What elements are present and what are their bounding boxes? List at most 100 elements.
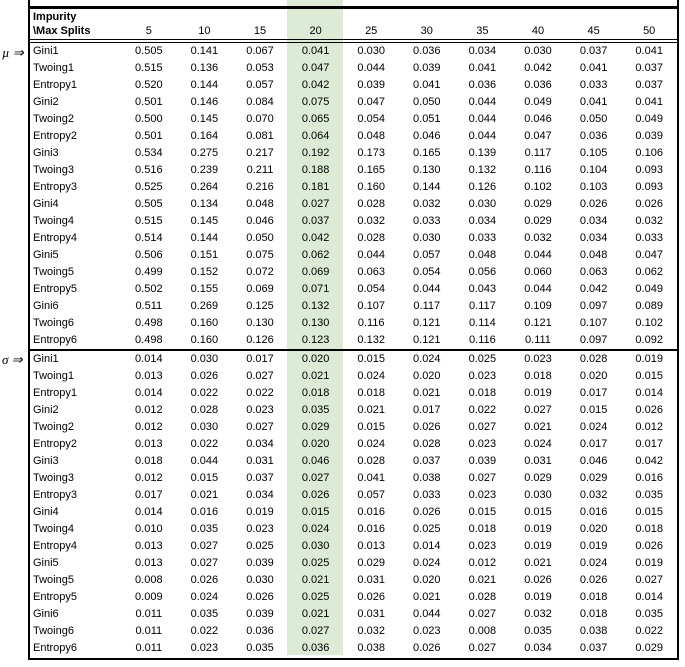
value-cell[interactable]: 0.019 <box>635 353 663 365</box>
value-cell[interactable]: 0.014 <box>413 540 441 552</box>
value-cell[interactable]: 0.027 <box>301 625 330 637</box>
value-cell[interactable]: 0.039 <box>635 130 663 142</box>
row-label[interactable]: Gini1 <box>33 353 59 365</box>
value-cell[interactable]: 0.152 <box>190 266 219 278</box>
value-cell[interactable]: 0.031 <box>246 455 274 467</box>
row-label[interactable]: Entropy1 <box>33 79 78 91</box>
value-cell[interactable]: 0.132 <box>468 164 497 176</box>
value-cell[interactable]: 0.018 <box>468 387 497 399</box>
value-cell[interactable]: 0.011 <box>135 608 163 620</box>
value-cell[interactable]: 0.144 <box>413 181 441 193</box>
value-cell[interactable]: 0.121 <box>413 334 441 346</box>
value-cell[interactable]: 0.033 <box>413 489 441 501</box>
value-cell[interactable]: 0.018 <box>579 608 608 620</box>
value-cell[interactable]: 0.067 <box>246 45 274 57</box>
value-cell[interactable]: 0.516 <box>135 164 163 176</box>
value-cell[interactable]: 0.037 <box>579 642 608 654</box>
value-cell[interactable]: 0.034 <box>524 642 552 654</box>
value-cell[interactable]: 0.092 <box>635 334 663 346</box>
value-cell[interactable]: 0.050 <box>413 96 441 108</box>
value-cell[interactable]: 0.275 <box>190 147 219 159</box>
value-cell[interactable]: 0.160 <box>190 334 219 346</box>
row-label[interactable]: Entropy4 <box>33 232 78 244</box>
value-cell[interactable]: 0.015 <box>301 506 330 518</box>
value-cell[interactable]: 0.028 <box>357 198 385 210</box>
row-label[interactable]: Twoing3 <box>33 164 74 176</box>
value-cell[interactable]: 0.026 <box>635 404 663 416</box>
value-cell[interactable]: 0.038 <box>413 472 441 484</box>
value-cell[interactable]: 0.018 <box>635 523 663 535</box>
row-label[interactable]: Twoing1 <box>33 370 74 382</box>
value-cell[interactable]: 0.017 <box>579 387 608 399</box>
value-cell[interactable]: 0.031 <box>357 608 385 620</box>
value-cell[interactable]: 0.019 <box>579 540 608 552</box>
value-cell[interactable]: 0.019 <box>635 557 663 569</box>
value-cell[interactable]: 0.044 <box>524 283 552 295</box>
value-cell[interactable]: 0.269 <box>190 300 219 312</box>
value-cell[interactable]: 0.062 <box>301 249 330 261</box>
value-cell[interactable]: 0.181 <box>301 181 330 193</box>
value-cell[interactable]: 0.216 <box>246 181 274 193</box>
value-cell[interactable]: 0.023 <box>468 489 497 501</box>
value-cell[interactable]: 0.139 <box>468 147 497 159</box>
value-cell[interactable]: 0.042 <box>635 455 663 467</box>
row-label[interactable]: Gini4 <box>33 506 59 518</box>
value-cell[interactable]: 0.239 <box>190 164 219 176</box>
value-cell[interactable]: 0.037 <box>246 472 274 484</box>
value-cell[interactable]: 0.037 <box>635 79 663 91</box>
value-cell[interactable]: 0.023 <box>468 438 497 450</box>
value-cell[interactable]: 0.011 <box>135 625 163 637</box>
value-cell[interactable]: 0.026 <box>579 574 608 586</box>
value-cell[interactable]: 0.021 <box>301 574 330 586</box>
value-cell[interactable]: 0.049 <box>635 283 663 295</box>
value-cell[interactable]: 0.106 <box>635 147 663 159</box>
value-cell[interactable]: 0.049 <box>635 113 663 125</box>
value-cell[interactable]: 0.014 <box>135 387 163 399</box>
value-cell[interactable]: 0.013 <box>135 438 163 450</box>
value-cell[interactable]: 0.012 <box>635 421 663 433</box>
value-cell[interactable]: 0.116 <box>524 164 552 176</box>
value-cell[interactable]: 0.031 <box>357 574 385 586</box>
value-cell[interactable]: 0.130 <box>301 317 330 329</box>
value-cell[interactable]: 0.014 <box>635 591 663 603</box>
value-cell[interactable]: 0.500 <box>135 113 163 125</box>
value-cell[interactable]: 0.041 <box>468 62 497 74</box>
value-cell[interactable]: 0.104 <box>579 164 608 176</box>
value-cell[interactable]: 0.037 <box>635 62 663 74</box>
value-cell[interactable]: 0.029 <box>524 198 552 210</box>
value-cell[interactable]: 0.026 <box>413 421 441 433</box>
value-cell[interactable]: 0.192 <box>301 147 330 159</box>
value-cell[interactable]: 0.075 <box>301 96 330 108</box>
value-cell[interactable]: 0.534 <box>135 147 163 159</box>
value-cell[interactable]: 0.070 <box>246 113 274 125</box>
value-cell[interactable]: 0.041 <box>579 96 608 108</box>
value-cell[interactable]: 0.025 <box>246 540 274 552</box>
row-label[interactable]: Gini1 <box>33 45 59 57</box>
value-cell[interactable]: 0.155 <box>190 283 219 295</box>
value-cell[interactable]: 0.027 <box>468 472 497 484</box>
column-header-15[interactable]: 15 <box>253 24 267 37</box>
column-header-50[interactable]: 50 <box>643 24 656 37</box>
value-cell[interactable]: 0.506 <box>135 249 163 261</box>
value-cell[interactable]: 0.018 <box>524 370 552 382</box>
value-cell[interactable]: 0.114 <box>469 317 496 329</box>
value-cell[interactable]: 0.032 <box>357 215 385 227</box>
value-cell[interactable]: 0.029 <box>357 557 385 569</box>
value-cell[interactable]: 0.028 <box>357 232 385 244</box>
value-cell[interactable]: 0.032 <box>524 232 552 244</box>
value-cell[interactable]: 0.097 <box>579 334 608 346</box>
value-cell[interactable]: 0.034 <box>468 215 497 227</box>
value-cell[interactable]: 0.019 <box>524 591 552 603</box>
value-cell[interactable]: 0.047 <box>635 249 663 261</box>
value-cell[interactable]: 0.024 <box>579 421 608 433</box>
value-cell[interactable]: 0.024 <box>524 438 552 450</box>
value-cell[interactable]: 0.028 <box>357 455 385 467</box>
value-cell[interactable]: 0.046 <box>413 130 441 142</box>
value-cell[interactable]: 0.030 <box>246 574 274 586</box>
value-cell[interactable]: 0.019 <box>524 540 552 552</box>
value-cell[interactable]: 0.008 <box>135 574 163 586</box>
value-cell[interactable]: 0.069 <box>246 283 274 295</box>
value-cell[interactable]: 0.054 <box>357 283 385 295</box>
value-cell[interactable]: 0.029 <box>635 642 663 654</box>
value-cell[interactable]: 0.022 <box>246 387 274 399</box>
